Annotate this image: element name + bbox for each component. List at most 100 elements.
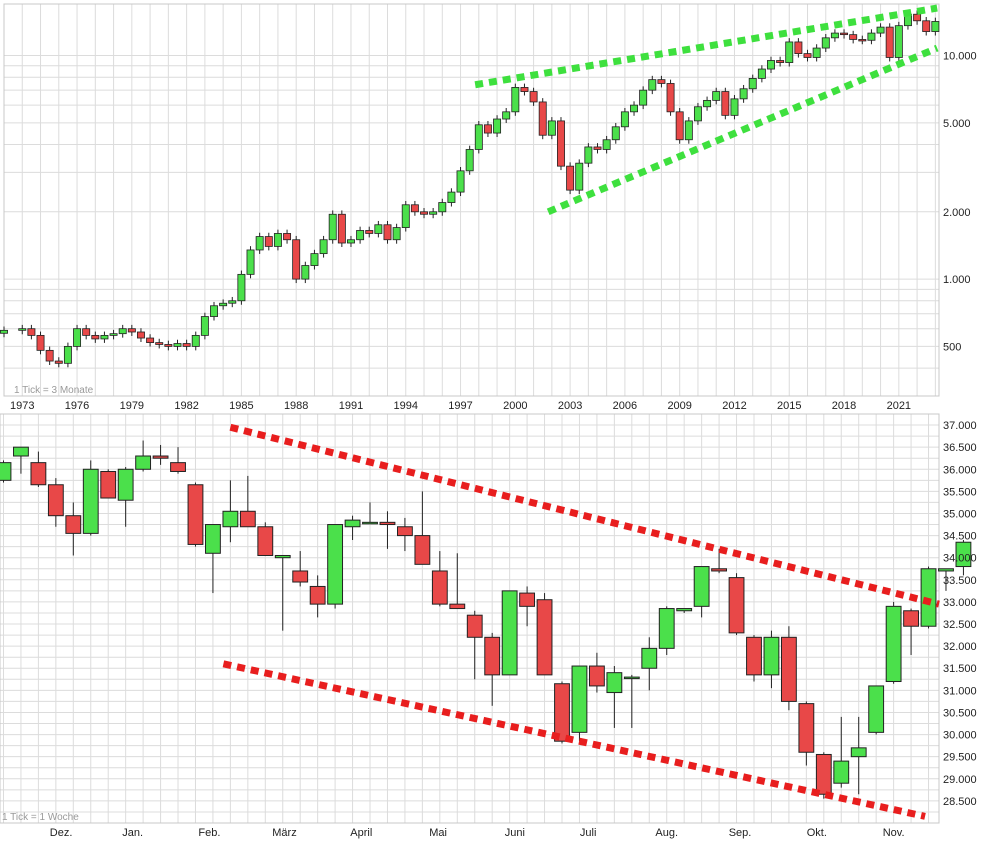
long-term-candle [840, 29, 849, 39]
long-term-candle-body [420, 211, 428, 215]
weekly-candle [903, 608, 919, 655]
long-term-candle [173, 339, 182, 351]
weekly-x-tick: Aug. [655, 827, 678, 839]
long-term-candle-body [136, 331, 145, 339]
long-term-candle [319, 235, 328, 258]
weekly-candle-body [449, 603, 466, 610]
weekly-candle [798, 701, 815, 766]
weekly-candle [379, 511, 396, 549]
long-term-candle [876, 23, 885, 38]
long-term-candle-body [438, 202, 447, 213]
long-term-candle [401, 200, 410, 232]
long-term-candle-body [748, 78, 757, 90]
long-term-candle-body [922, 20, 931, 32]
weekly-candle-body [362, 521, 378, 525]
long-term-candle [27, 324, 36, 340]
weekly-candle-body [641, 647, 658, 669]
long-term-candle [703, 96, 712, 111]
weekly-candle-body [571, 665, 588, 733]
weekly-candle-body [327, 524, 344, 605]
long-term-candle-body [210, 305, 218, 317]
weekly-y-tick: 31.000 [943, 685, 977, 697]
weekly-candle [257, 522, 274, 556]
weekly-x-tick: März [272, 827, 296, 839]
long-term-candle-body [730, 98, 739, 116]
weekly-candle-body [30, 462, 47, 486]
long-term-candle-body [27, 328, 36, 336]
long-term-y-tick: 1.000 [943, 274, 971, 286]
weekly-candle [187, 482, 204, 547]
long-term-candle-body [36, 334, 45, 351]
long-term-candle-body [757, 68, 766, 79]
weekly-candle-body [903, 610, 919, 627]
long-term-candle-body [885, 26, 894, 58]
weekly-y-tick: 34.000 [943, 553, 977, 565]
long-term-candle [374, 220, 383, 238]
long-term-candle-body [648, 79, 657, 91]
long-term-candle-body [246, 249, 255, 275]
long-term-candle-body [191, 334, 200, 347]
weekly-candle [274, 554, 291, 631]
long-term-candle [109, 329, 118, 340]
long-term-candle [931, 17, 940, 36]
long-term-candle-body [100, 334, 109, 340]
long-term-candle [438, 198, 447, 216]
long-term-candle-body [776, 60, 785, 63]
long-term-candle [283, 229, 292, 244]
weekly-candle [292, 551, 309, 587]
long-term-candle-body [867, 32, 876, 41]
weekly-candle-body [466, 614, 483, 638]
weekly-candle-body [309, 585, 326, 605]
weekly-candle-body [47, 484, 64, 517]
long-term-candle [867, 29, 876, 45]
long-term-candle-body [63, 346, 72, 364]
weekly-y-tick: 33.000 [943, 597, 977, 609]
long-term-x-tick: 1997 [448, 400, 472, 412]
weekly-candle [711, 548, 728, 574]
long-term-candle-body [630, 104, 638, 113]
long-term-candle [538, 98, 547, 140]
weekly-candle-body [431, 570, 448, 605]
weekly-candle-body [554, 683, 570, 742]
weekly-candle [239, 475, 256, 528]
weekly-candle-body [658, 608, 675, 649]
long-term-candle-body [237, 273, 246, 302]
weekly-candle [222, 480, 239, 543]
long-term-candle-body [328, 213, 337, 241]
long-term-candle-body [767, 60, 775, 70]
long-term-candle [684, 117, 693, 144]
long-term-candle-body [858, 39, 867, 42]
long-term-candle-body [347, 239, 355, 244]
weekly-candle [466, 610, 483, 680]
weekly-candle [344, 515, 361, 541]
long-term-x-tick: 2003 [558, 400, 582, 412]
weekly-candle [170, 447, 186, 474]
long-term-candle-body [712, 91, 721, 101]
long-term-candle [228, 296, 237, 308]
long-term-candle-body [502, 111, 511, 120]
weekly-candle-body [798, 703, 815, 753]
long-term-candle-body [283, 233, 292, 241]
long-term-candle-body [447, 191, 456, 203]
weekly-y-tick: 37.000 [943, 420, 977, 432]
long-term-candle [639, 86, 648, 110]
weekly-candle [431, 551, 448, 607]
weekly-period-note: 1 Tick = 1 Woche [2, 812, 79, 823]
long-term-candle [264, 232, 273, 251]
long-term-x-tick: 1994 [394, 400, 418, 412]
weekly-candle-body [135, 455, 152, 470]
long-term-candle-body [684, 120, 693, 141]
long-term-candle [849, 30, 858, 44]
weekly-candle-body [117, 468, 134, 501]
weekly-candle-body [0, 462, 12, 481]
long-term-candle [566, 162, 575, 195]
weekly-candle-body [170, 462, 186, 472]
long-term-candle-body [657, 79, 666, 84]
weekly-candle [623, 674, 640, 728]
long-term-x-tick: 1982 [174, 400, 198, 412]
weekly-candle-body [850, 747, 867, 758]
long-term-candle-body [557, 120, 565, 167]
long-term-candle-body [73, 328, 82, 347]
long-term-candle-body [118, 328, 127, 335]
long-term-candle-body [474, 124, 483, 150]
